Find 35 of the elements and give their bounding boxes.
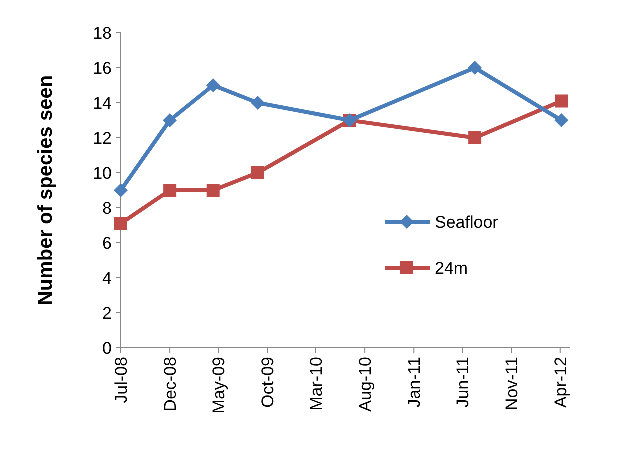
point: [555, 94, 568, 108]
point: [206, 184, 220, 197]
x-tick-label: May-09: [209, 357, 228, 414]
y-tick-label: 10: [93, 164, 112, 183]
y-tick-label: 2: [102, 304, 112, 323]
y-tick-label: 8: [102, 198, 112, 218]
point: [114, 217, 128, 230]
point: [554, 114, 569, 128]
point: [206, 78, 220, 92]
point: [114, 184, 128, 198]
x-tick-label: Jul-08: [112, 357, 131, 404]
y-tick-label: 0: [102, 338, 112, 358]
point: [468, 132, 482, 144]
x-tick-label: Oct-09: [258, 357, 278, 408]
point: [164, 184, 177, 197]
point: [251, 166, 264, 180]
x-tick-label: Dec-08: [161, 357, 180, 412]
legend-label: Seafloor: [435, 212, 499, 232]
point: [163, 114, 178, 128]
x-tick-label: Apr-12: [551, 357, 570, 408]
y-tick-label: 16: [93, 58, 112, 78]
x-tick-label: Aug-10: [356, 357, 376, 412]
x-tick-label: Jun-11: [454, 357, 473, 408]
legend-label: 24m: [435, 258, 468, 278]
x-tick-label: Mar-10: [306, 357, 326, 411]
x-tick-label: Jan-11: [405, 357, 424, 408]
y-tick-label: 14: [93, 94, 112, 113]
y-tick-label: 4: [102, 268, 112, 288]
y-tick-label: 6: [102, 234, 112, 253]
point: [250, 96, 265, 110]
x-tick-label: Nov-11: [502, 357, 522, 411]
y-tick-label: 18: [93, 24, 112, 43]
point: [468, 61, 482, 75]
y-tick-label: 12: [93, 128, 112, 148]
y-axis-title: Number of species seen: [35, 75, 57, 306]
